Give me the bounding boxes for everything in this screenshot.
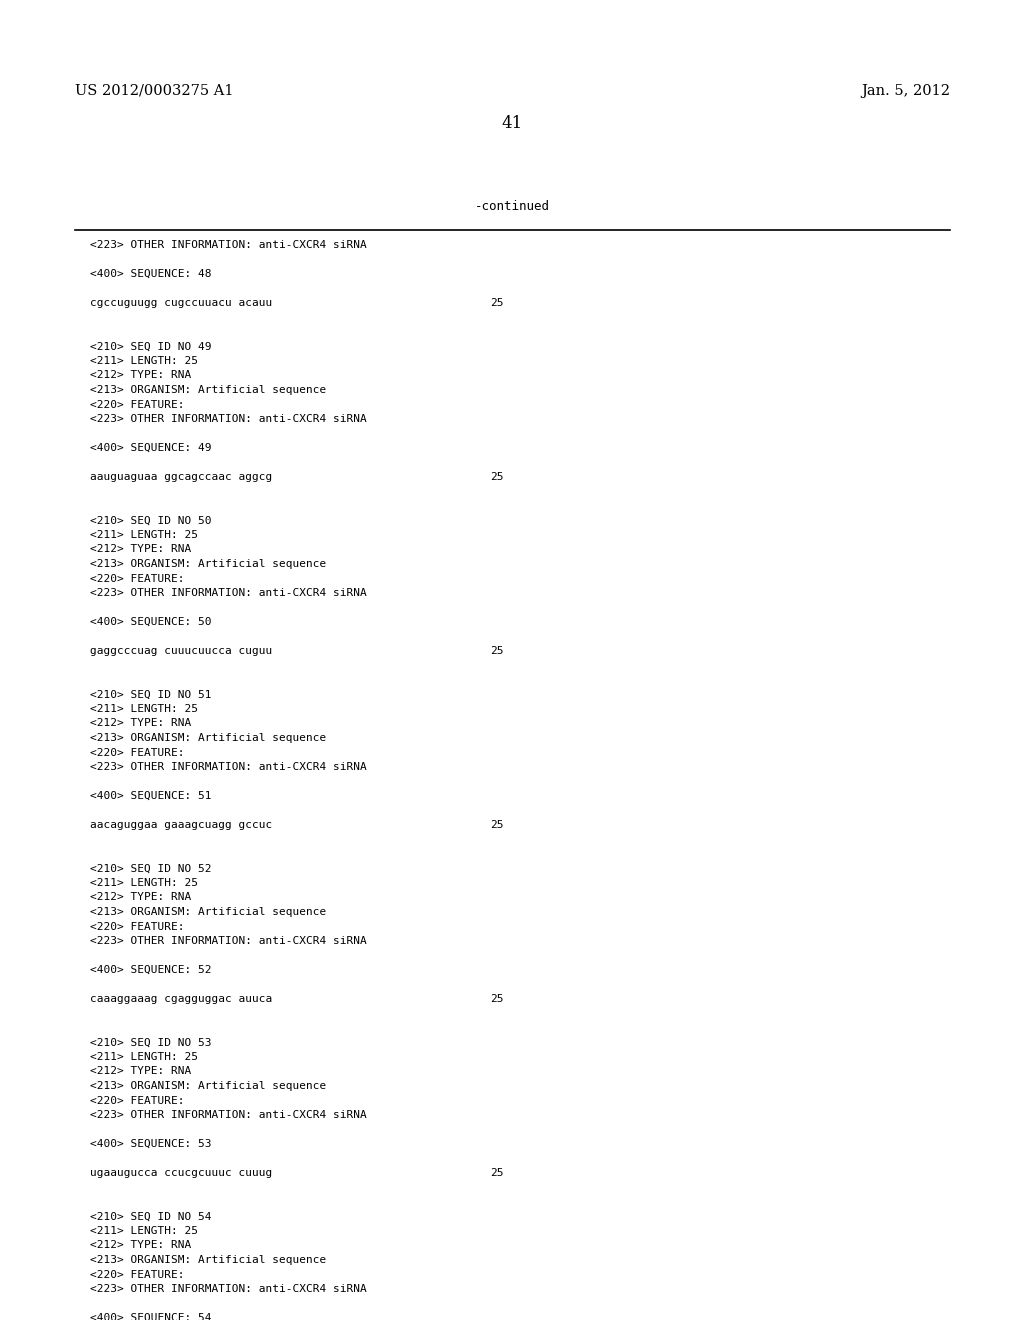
- Text: <213> ORGANISM: Artificial sequence: <213> ORGANISM: Artificial sequence: [90, 1081, 327, 1092]
- Text: 25: 25: [490, 1168, 504, 1177]
- Text: 25: 25: [490, 820, 504, 830]
- Text: <223> OTHER INFORMATION: anti-CXCR4 siRNA: <223> OTHER INFORMATION: anti-CXCR4 siRN…: [90, 936, 367, 946]
- Text: <220> FEATURE:: <220> FEATURE:: [90, 1270, 184, 1279]
- Text: 25: 25: [490, 994, 504, 1005]
- Text: <211> LENGTH: 25: <211> LENGTH: 25: [90, 704, 198, 714]
- Text: ugaaugucca ccucgcuuuc cuuug: ugaaugucca ccucgcuuuc cuuug: [90, 1168, 272, 1177]
- Text: <210> SEQ ID NO 49: <210> SEQ ID NO 49: [90, 342, 212, 351]
- Text: 25: 25: [490, 645, 504, 656]
- Text: Jan. 5, 2012: Jan. 5, 2012: [861, 84, 950, 98]
- Text: <211> LENGTH: 25: <211> LENGTH: 25: [90, 878, 198, 888]
- Text: <213> ORGANISM: Artificial sequence: <213> ORGANISM: Artificial sequence: [90, 385, 327, 395]
- Text: <210> SEQ ID NO 50: <210> SEQ ID NO 50: [90, 516, 212, 525]
- Text: <210> SEQ ID NO 51: <210> SEQ ID NO 51: [90, 689, 212, 700]
- Text: <400> SEQUENCE: 51: <400> SEQUENCE: 51: [90, 791, 212, 801]
- Text: <212> TYPE: RNA: <212> TYPE: RNA: [90, 1067, 191, 1077]
- Text: <223> OTHER INFORMATION: anti-CXCR4 siRNA: <223> OTHER INFORMATION: anti-CXCR4 siRN…: [90, 762, 367, 772]
- Text: <220> FEATURE:: <220> FEATURE:: [90, 573, 184, 583]
- Text: <400> SEQUENCE: 54: <400> SEQUENCE: 54: [90, 1313, 212, 1320]
- Text: <400> SEQUENCE: 49: <400> SEQUENCE: 49: [90, 444, 212, 453]
- Text: <210> SEQ ID NO 53: <210> SEQ ID NO 53: [90, 1038, 212, 1048]
- Text: <211> LENGTH: 25: <211> LENGTH: 25: [90, 531, 198, 540]
- Text: caaaggaaag cgagguggac auuca: caaaggaaag cgagguggac auuca: [90, 994, 272, 1005]
- Text: <213> ORGANISM: Artificial sequence: <213> ORGANISM: Artificial sequence: [90, 733, 327, 743]
- Text: <212> TYPE: RNA: <212> TYPE: RNA: [90, 544, 191, 554]
- Text: 25: 25: [490, 298, 504, 308]
- Text: <220> FEATURE:: <220> FEATURE:: [90, 921, 184, 932]
- Text: <400> SEQUENCE: 48: <400> SEQUENCE: 48: [90, 269, 212, 279]
- Text: 25: 25: [490, 473, 504, 482]
- Text: <213> ORGANISM: Artificial sequence: <213> ORGANISM: Artificial sequence: [90, 907, 327, 917]
- Text: <400> SEQUENCE: 52: <400> SEQUENCE: 52: [90, 965, 212, 975]
- Text: <210> SEQ ID NO 54: <210> SEQ ID NO 54: [90, 1212, 212, 1221]
- Text: <210> SEQ ID NO 52: <210> SEQ ID NO 52: [90, 863, 212, 874]
- Text: <211> LENGTH: 25: <211> LENGTH: 25: [90, 356, 198, 366]
- Text: <223> OTHER INFORMATION: anti-CXCR4 siRNA: <223> OTHER INFORMATION: anti-CXCR4 siRN…: [90, 587, 367, 598]
- Text: <212> TYPE: RNA: <212> TYPE: RNA: [90, 371, 191, 380]
- Text: <212> TYPE: RNA: <212> TYPE: RNA: [90, 892, 191, 903]
- Text: <400> SEQUENCE: 50: <400> SEQUENCE: 50: [90, 616, 212, 627]
- Text: -continued: -continued: [474, 201, 550, 213]
- Text: <212> TYPE: RNA: <212> TYPE: RNA: [90, 1241, 191, 1250]
- Text: 41: 41: [502, 115, 522, 132]
- Text: cgccuguugg cugccuuacu acauu: cgccuguugg cugccuuacu acauu: [90, 298, 272, 308]
- Text: <220> FEATURE:: <220> FEATURE:: [90, 400, 184, 409]
- Text: <220> FEATURE:: <220> FEATURE:: [90, 747, 184, 758]
- Text: <220> FEATURE:: <220> FEATURE:: [90, 1096, 184, 1106]
- Text: <211> LENGTH: 25: <211> LENGTH: 25: [90, 1052, 198, 1063]
- Text: <400> SEQUENCE: 53: <400> SEQUENCE: 53: [90, 1139, 212, 1148]
- Text: <223> OTHER INFORMATION: anti-CXCR4 siRNA: <223> OTHER INFORMATION: anti-CXCR4 siRN…: [90, 414, 367, 424]
- Text: <211> LENGTH: 25: <211> LENGTH: 25: [90, 1226, 198, 1236]
- Text: <223> OTHER INFORMATION: anti-CXCR4 siRNA: <223> OTHER INFORMATION: anti-CXCR4 siRN…: [90, 1284, 367, 1294]
- Text: <213> ORGANISM: Artificial sequence: <213> ORGANISM: Artificial sequence: [90, 1255, 327, 1265]
- Text: <223> OTHER INFORMATION: anti-CXCR4 siRNA: <223> OTHER INFORMATION: anti-CXCR4 siRN…: [90, 240, 367, 249]
- Text: aauguaguaa ggcagccaac aggcg: aauguaguaa ggcagccaac aggcg: [90, 473, 272, 482]
- Text: aacaguggaa gaaagcuagg gccuc: aacaguggaa gaaagcuagg gccuc: [90, 820, 272, 830]
- Text: <223> OTHER INFORMATION: anti-CXCR4 siRNA: <223> OTHER INFORMATION: anti-CXCR4 siRN…: [90, 1110, 367, 1119]
- Text: US 2012/0003275 A1: US 2012/0003275 A1: [75, 84, 233, 98]
- Text: gaggcccuag cuuucuucca cuguu: gaggcccuag cuuucuucca cuguu: [90, 645, 272, 656]
- Text: <213> ORGANISM: Artificial sequence: <213> ORGANISM: Artificial sequence: [90, 558, 327, 569]
- Text: <212> TYPE: RNA: <212> TYPE: RNA: [90, 718, 191, 729]
